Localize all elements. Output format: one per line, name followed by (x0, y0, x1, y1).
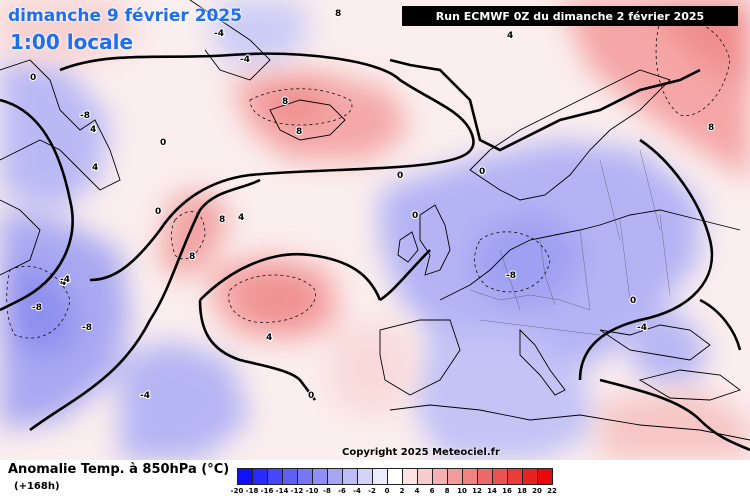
color-scale-label: -8 (323, 487, 331, 495)
color-scale-swatch (462, 468, 478, 485)
color-scale-label: 22 (547, 487, 557, 495)
contour-label: 0 (30, 73, 36, 83)
contour-label: 0 (479, 167, 485, 177)
color-scale-swatch (327, 468, 343, 485)
contour-label: 4 (92, 163, 98, 173)
color-scale-label: 12 (472, 487, 482, 495)
legend-title: Anomalie Temp. à 850hPa (°C) (8, 462, 230, 477)
color-scale-label: -12 (290, 487, 304, 495)
color-scale-swatch (492, 468, 508, 485)
contour-label: 8 (189, 252, 195, 262)
color-scale-swatch (522, 468, 538, 485)
warm-anomaly-areas (0, 0, 750, 460)
contour-label: 8 (335, 9, 341, 19)
contour-label: 0 (397, 171, 403, 181)
color-scale-label: -16 (260, 487, 274, 495)
color-scale-label: 10 (457, 487, 467, 495)
contour-label: 0 (155, 207, 161, 217)
contour-label: 4 (90, 125, 96, 135)
color-scale-swatch (537, 468, 553, 485)
color-scale-swatch (372, 468, 388, 485)
contour-label: 4 (60, 278, 66, 288)
color-scale-swatch (252, 468, 268, 485)
contour-labels: 8 8 8 8 8 8 4 4 4 4 4 4 0 0 0 0 0 0 0 0 (29, 8, 715, 402)
color-scale-swatch (402, 468, 418, 485)
color-scale-swatch (447, 468, 463, 485)
copyright-notice: Copyright 2025 Meteociel.fr (342, 447, 500, 458)
color-scale-label: 6 (429, 487, 435, 495)
color-scale-label: 2 (399, 487, 405, 495)
contour-label: 8 (219, 215, 225, 225)
zero-isolines (0, 52, 750, 452)
color-scale-swatch (342, 468, 358, 485)
contour-label: 4 (238, 213, 244, 223)
contour-label: 4 (507, 31, 513, 41)
contour-label: -4 (240, 55, 250, 65)
contour-label: 0 (160, 138, 166, 148)
color-scale-label: 16 (502, 487, 512, 495)
contour-label: 0 (412, 211, 418, 221)
color-scale-swatch (312, 468, 328, 485)
color-scale-label: -14 (275, 487, 289, 495)
contour-label: 8 (282, 97, 288, 107)
anomaly-map: 8 8 8 8 8 8 4 4 4 4 4 4 0 0 0 0 0 0 0 0 (0, 0, 750, 460)
color-scale-label: 20 (532, 487, 542, 495)
color-scale-label: -10 (305, 487, 319, 495)
color-scale-label: 18 (517, 487, 527, 495)
contour-label: -8 (82, 323, 92, 333)
contour-label: -8 (506, 271, 516, 281)
valid-date-title: dimanche 9 février 2025 (8, 6, 243, 26)
contour-label: -4 (637, 323, 647, 333)
borders (469, 149, 671, 336)
color-scale-swatch (282, 468, 298, 485)
color-scale-labels: -20 -18 -16 -14 -12 -10 -8 -6 -4 -2 0 2 4 6 8 10 12 14 16 1… (230, 487, 560, 499)
color-scale-swatch (297, 468, 313, 485)
color-scale-swatch (417, 468, 433, 485)
color-scale-label: -4 (353, 487, 361, 495)
contour-label: -8 (32, 303, 42, 313)
color-scale-label: 0 (384, 487, 390, 495)
lead-time: (+168h) (14, 481, 60, 492)
color-scale-swatch (477, 468, 493, 485)
contour-label: 8 (296, 127, 302, 137)
coastlines (0, 0, 750, 441)
color-scale-label: 4 (414, 487, 420, 495)
color-scale-swatch (267, 468, 283, 485)
color-scale-swatch (387, 468, 403, 485)
contour-label: -4 (140, 391, 150, 401)
color-scale-label: 8 (444, 487, 450, 495)
contour-label: -8 (80, 111, 90, 121)
contour-label: 0 (630, 296, 636, 306)
color-scale-label: -6 (338, 487, 346, 495)
contour-label: 0 (308, 391, 314, 401)
map-canvas: 8 8 8 8 8 8 4 4 4 4 4 4 0 0 0 0 0 0 0 0 (0, 0, 750, 460)
contour-label: 4 (266, 333, 272, 343)
contour-label: -4 (60, 275, 70, 285)
cold-anomaly-areas (0, 0, 710, 460)
color-scale-label: 14 (487, 487, 497, 495)
model-run-info: Run ECMWF 0Z du dimanche 2 février 2025 (402, 6, 738, 26)
color-scale-swatch (507, 468, 523, 485)
color-scale-swatch (432, 468, 448, 485)
contour-label: -4 (214, 29, 224, 39)
legend-footer: Anomalie Temp. à 850hPa (°C) (+168h) -20… (0, 460, 750, 500)
valid-time-title: 1:00 locale (10, 30, 134, 54)
color-scale-label: -2 (368, 487, 376, 495)
color-scale-swatch (237, 468, 253, 485)
color-scale-swatch (357, 468, 373, 485)
color-scale-label: -18 (245, 487, 259, 495)
color-scale-label: -20 (230, 487, 244, 495)
contour-label: 8 (708, 123, 714, 133)
color-scale (237, 468, 553, 485)
